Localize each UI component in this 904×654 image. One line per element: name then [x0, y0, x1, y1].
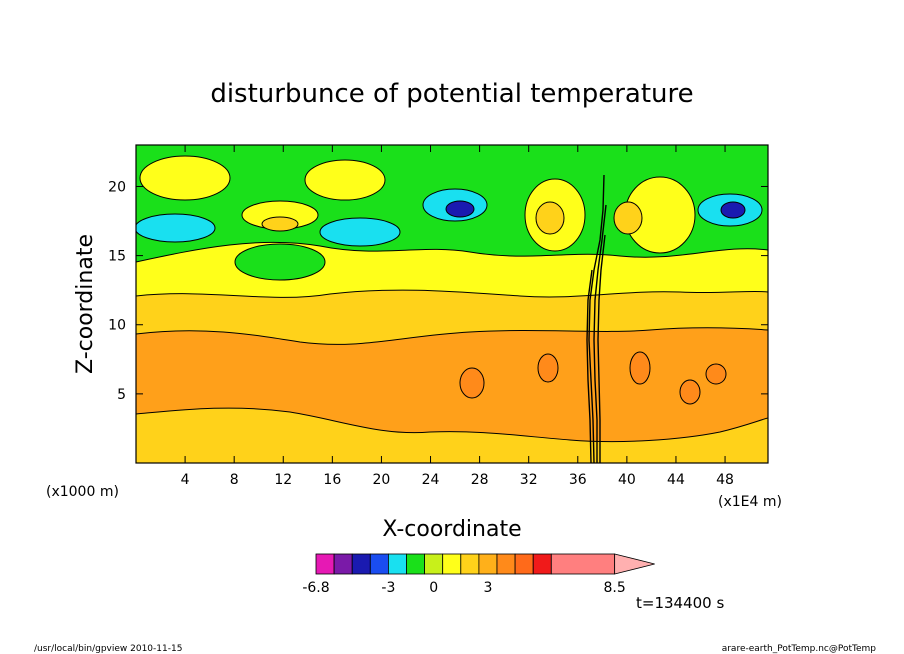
time-annotation: t=134400 s	[636, 594, 724, 612]
dark-orange-blob	[679, 379, 701, 405]
x-tick-label: 40	[618, 472, 636, 488]
dark-orange-blob	[705, 363, 727, 385]
colorbar-cell	[424, 553, 444, 575]
y-axis: 5 10 15 20	[108, 179, 768, 403]
dark-orange-blob	[459, 367, 485, 399]
colorbar-extend-arrow	[614, 553, 655, 575]
blue-blob	[445, 200, 475, 218]
plot-frame	[135, 144, 769, 464]
colorbar-cell	[478, 553, 498, 575]
yellow-blob	[139, 155, 231, 201]
colorbar-tick-label: 0	[429, 580, 438, 596]
x-scale-label: (x1E4 m)	[718, 494, 782, 510]
band-surface	[136, 408, 768, 463]
colorbar-cell	[351, 553, 371, 575]
green-blob	[234, 243, 326, 281]
x-tick-label: 20	[373, 472, 391, 488]
x-tick-label: 44	[667, 472, 685, 488]
updraft-plume	[586, 174, 607, 463]
x-tick-label: 48	[716, 472, 734, 488]
footer-right: arare-earth_PotTemp.nc@PotTemp	[722, 644, 877, 654]
colorbar-cell	[442, 553, 462, 575]
x-axis-label: X-coordinate	[382, 517, 521, 542]
y-axis-label: Z-coordinate	[73, 234, 98, 374]
x-tick-label: 36	[569, 472, 587, 488]
cyan-blob	[136, 213, 216, 243]
orange-blob	[261, 216, 299, 232]
colorbar-tick-label: 8.5	[604, 580, 626, 596]
colorbar: -6.8 -3 0 3 8.5	[302, 553, 655, 596]
plot-area	[136, 145, 768, 463]
orange-blob	[613, 201, 643, 235]
colorbar-cell	[315, 553, 335, 575]
colorbar-cell	[387, 553, 407, 575]
dark-orange-blob	[629, 351, 651, 385]
contour-lines	[136, 241, 768, 443]
colorbar-cell	[514, 553, 534, 575]
y-tick-label: 15	[108, 249, 126, 265]
x-tick-label: 4	[181, 472, 190, 488]
colorbar-tick-label: -3	[381, 580, 395, 596]
colorbar-cell	[333, 553, 353, 575]
blue-blob	[720, 201, 746, 219]
x-tick-label: 12	[274, 472, 292, 488]
colorbar-cell	[460, 553, 480, 575]
x-tick-label: 8	[230, 472, 239, 488]
colorbar-tick-label: 3	[483, 580, 492, 596]
x-tick-label: 24	[422, 472, 440, 488]
y-tick-label: 20	[108, 179, 126, 195]
orange-blob	[535, 201, 565, 235]
x-axis: 4 8 12 16 20 24 28 32 36 40 44 48	[181, 145, 734, 488]
cyan-blob	[319, 217, 401, 247]
x-tick-label: 28	[471, 472, 489, 488]
colorbar-cell	[496, 553, 516, 575]
colorbar-tick-label: -6.8	[302, 580, 329, 596]
x-tick-label: 16	[323, 472, 341, 488]
dark-orange-blob	[537, 353, 559, 383]
yellow-blob	[304, 159, 386, 201]
x-unit-label: (x1000 m)	[46, 484, 119, 500]
y-tick-label: 5	[117, 387, 126, 403]
y-tick-label: 10	[108, 318, 126, 334]
footer-left: /usr/local/bin/gpview 2010-11-15	[34, 644, 182, 654]
colorbar-cell	[550, 553, 616, 575]
chart-title: disturbunce of potential temperature	[210, 79, 693, 109]
colorbar-cell	[532, 553, 552, 575]
colorbar-cell	[406, 553, 426, 575]
x-tick-label: 32	[520, 472, 538, 488]
colorbar-cell	[369, 553, 389, 575]
